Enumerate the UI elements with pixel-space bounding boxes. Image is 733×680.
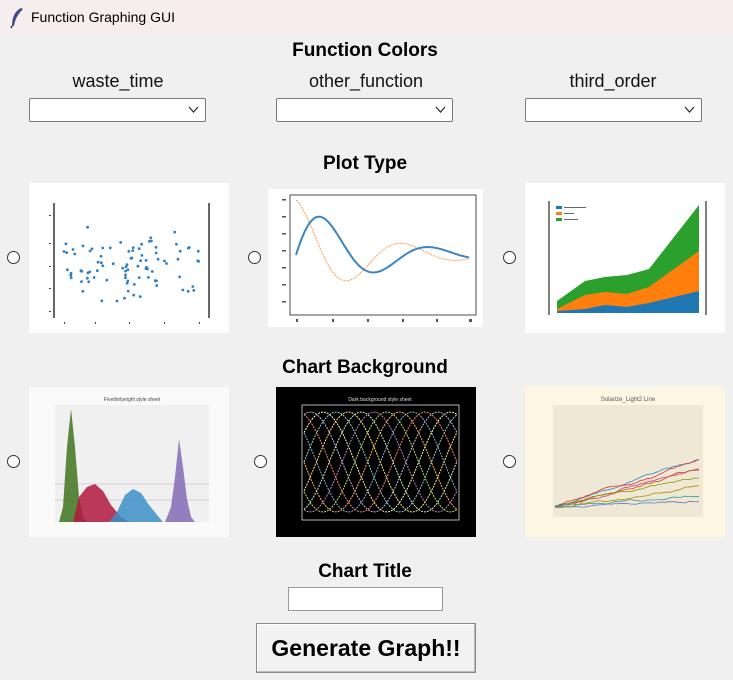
background-solarized-radio[interactable] xyxy=(503,455,516,468)
chevron-down-icon[interactable] xyxy=(684,106,695,114)
other-function-label: other_function xyxy=(308,71,424,91)
plot-type-scatter-radio[interactable] xyxy=(7,251,20,264)
fivethirtyeight-thumb-title: Fivethirtyeight style sheet xyxy=(104,397,161,403)
function-colors-heading: Function Colors xyxy=(292,40,438,61)
waste-time-label: waste_time xyxy=(72,71,164,91)
line-plot-thumbnail[interactable] xyxy=(268,189,483,327)
chevron-down-icon[interactable] xyxy=(188,106,199,114)
waste-time-dropdown[interactable] xyxy=(29,98,206,122)
dark-thumb-title: Dark background style sheet xyxy=(348,397,412,403)
background-dark-radio[interactable] xyxy=(254,455,267,468)
third-order-dropdown[interactable] xyxy=(525,98,702,122)
chart-background-heading: Chart Background xyxy=(282,357,448,378)
plot-type-line-radio[interactable] xyxy=(248,251,261,264)
chevron-down-icon[interactable] xyxy=(435,106,446,114)
other-function-dropdown[interactable] xyxy=(276,98,453,122)
solarized-thumbnail[interactable]: Solarize_Light2 Line xyxy=(525,387,725,537)
window-title: Function Graphing GUI xyxy=(31,9,175,25)
plot-type-heading: Plot Type xyxy=(322,153,408,174)
chart-title-input[interactable] xyxy=(288,587,443,611)
background-fivethirtyeight-radio[interactable] xyxy=(7,455,20,468)
area-plot-thumbnail[interactable] xyxy=(525,183,725,333)
title-bar: Function Graphing GUI xyxy=(0,0,733,36)
plot-type-area-radio[interactable] xyxy=(503,251,516,264)
dark-background-thumbnail[interactable]: Dark background style sheet xyxy=(276,387,476,537)
chart-title-heading: Chart Title xyxy=(318,561,412,582)
scatter-plot-thumbnail[interactable] xyxy=(29,183,229,333)
generate-graph-button[interactable]: Generate Graph!! xyxy=(256,623,476,673)
third-order-label: third_order xyxy=(569,71,657,91)
solarized-thumb-title: Solarize_Light2 Line xyxy=(601,397,656,403)
fivethirtyeight-thumbnail[interactable]: Fivethirtyeight style sheet xyxy=(29,387,229,537)
feather-icon xyxy=(10,8,23,29)
